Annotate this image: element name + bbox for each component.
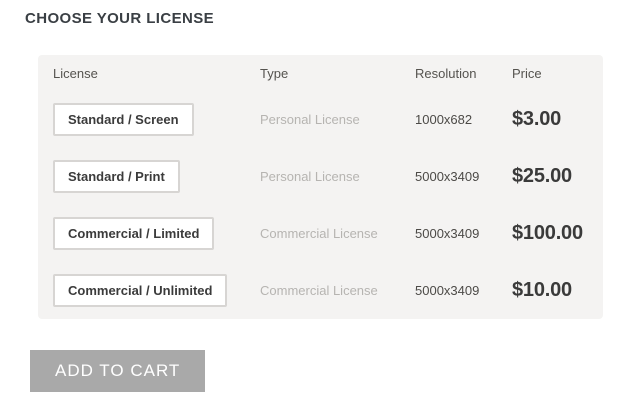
column-header-price: Price: [512, 65, 542, 81]
license-resolution: 5000x3409: [415, 283, 480, 298]
column-header-type: Type: [260, 65, 289, 81]
license-type: Personal License: [260, 169, 360, 184]
license-resolution: 5000x3409: [415, 169, 480, 184]
license-type: Commercial License: [260, 226, 378, 241]
license-option-commercial-limited[interactable]: Commercial / Limited: [53, 217, 215, 250]
column-header-resolution: Resolution: [415, 65, 477, 81]
add-to-cart-button[interactable]: ADD TO CART: [30, 350, 206, 392]
table-row-cell: Standard / Screen: [53, 103, 260, 136]
table-row-cell: Commercial / Unlimited: [53, 274, 260, 307]
license-option-commercial-unlimited[interactable]: Commercial / Unlimited: [53, 274, 228, 307]
table-row-cell: Standard / Print: [53, 160, 260, 193]
license-grid: License Type Resolution Price Standard /…: [38, 55, 603, 319]
license-price: $100.00: [512, 222, 583, 244]
license-table: License Type Resolution Price Standard /…: [38, 55, 603, 319]
table-row-cell: Commercial / Limited: [53, 217, 260, 250]
page-title: CHOOSE YOUR LICENSE: [25, 10, 215, 27]
license-resolution: 5000x3409: [415, 226, 480, 241]
license-price: $25.00: [512, 165, 572, 187]
license-option-standard-print[interactable]: Standard / Print: [53, 160, 180, 193]
license-price: $10.00: [512, 279, 572, 301]
license-option-standard-screen[interactable]: Standard / Screen: [53, 103, 194, 136]
column-header-license: License: [53, 65, 98, 81]
license-price: $3.00: [512, 108, 562, 130]
license-type: Personal License: [260, 112, 360, 127]
license-type: Commercial License: [260, 283, 378, 298]
license-resolution: 1000x682: [415, 112, 473, 127]
